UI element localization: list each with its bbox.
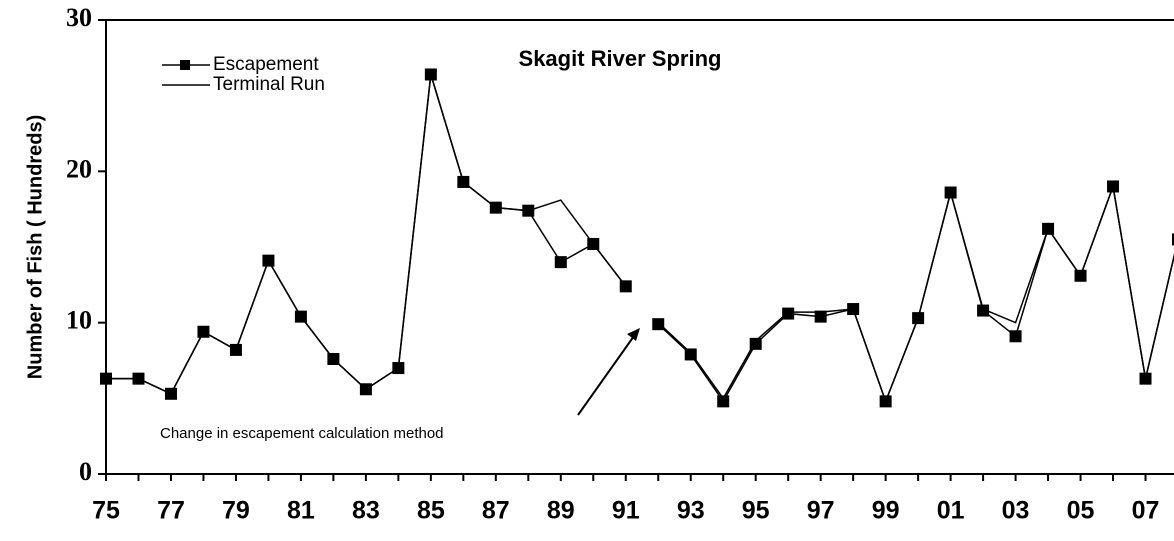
x-tick-label: 81: [287, 497, 315, 525]
x-tick-label: 79: [222, 497, 250, 525]
marker: [587, 237, 600, 250]
marker: [229, 343, 242, 356]
series-line: [106, 74, 627, 395]
x-tick-label: 75: [92, 497, 120, 525]
marker: [684, 348, 697, 361]
marker: [749, 337, 762, 350]
x-tick-label: 03: [1002, 497, 1030, 525]
marker: [489, 201, 502, 214]
legend-label: Terminal Run: [213, 74, 325, 95]
marker: [912, 312, 925, 325]
x-tick-label: 01: [937, 497, 965, 525]
marker: [327, 352, 340, 365]
marker: [847, 303, 860, 316]
x-tick-label: 85: [417, 497, 445, 525]
marker: [457, 175, 470, 188]
marker: [879, 395, 892, 408]
marker: [392, 362, 405, 375]
marker: [977, 304, 990, 317]
x-tick-label: 99: [872, 497, 900, 525]
marker: [717, 395, 730, 408]
y-tick-label: 20: [66, 154, 92, 183]
marker: [1009, 330, 1022, 343]
x-tick-label: 07: [1132, 497, 1160, 525]
y-tick-label: 10: [66, 306, 92, 335]
marker: [424, 68, 437, 81]
marker: [100, 372, 112, 385]
x-tick-label: 97: [807, 497, 835, 525]
x-tick-label: 77: [157, 497, 185, 525]
marker: [262, 254, 275, 267]
marker: [522, 204, 535, 217]
series-line: [106, 74, 627, 395]
marker: [1074, 269, 1087, 282]
x-tick-label: 87: [482, 497, 510, 525]
marker: [814, 310, 827, 323]
x-tick-label: 91: [612, 497, 640, 525]
x-tick-label: 83: [352, 497, 380, 525]
marker: [619, 280, 632, 293]
marker: [197, 325, 210, 338]
x-tick-label: 95: [742, 497, 770, 525]
marker: [554, 256, 567, 269]
marker: [294, 310, 307, 323]
annotation-arrow: [577, 335, 635, 416]
marker: [1042, 222, 1055, 235]
marker: [132, 372, 145, 385]
y-axis-label: Number of Fish ( Hundreds): [24, 115, 46, 379]
marker: [782, 307, 795, 320]
marker: [1172, 233, 1174, 246]
legend-marker: [180, 60, 190, 70]
arrow-head: [627, 328, 640, 341]
x-tick-label: 05: [1067, 497, 1095, 525]
marker: [1107, 180, 1120, 193]
series-line: [657, 183, 1174, 404]
x-tick-label: 93: [677, 497, 705, 525]
series-line: [657, 183, 1174, 404]
y-tick-label: 30: [66, 3, 92, 32]
marker: [164, 387, 177, 400]
marker: [1139, 372, 1152, 385]
x-tick-label: 89: [547, 497, 575, 525]
marker: [944, 186, 957, 199]
marker: [359, 383, 372, 396]
legend-label: Escapement: [213, 54, 319, 75]
y-tick-label: 0: [79, 457, 92, 486]
chart-title: Skagit River Spring: [519, 46, 722, 71]
marker: [652, 318, 665, 331]
annotation: Change in escapement calculation method: [160, 425, 444, 442]
